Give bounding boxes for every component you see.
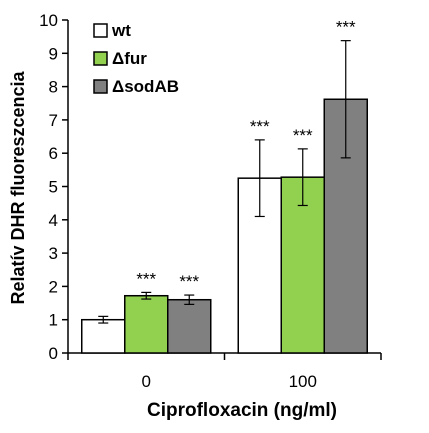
legend-label: wt [111,21,131,40]
y-tick-label: 1 [49,311,58,330]
y-tick-label: 5 [49,178,58,197]
legend-label: ΔsodAB [112,77,179,96]
y-tick-label: 2 [49,277,58,296]
legend-swatch-wt [93,23,108,38]
y-tick-label: 0 [49,344,58,363]
y-tick-label: 9 [49,44,58,63]
legend-label: Δfur [112,49,147,68]
x-tick-label: 100 [289,372,317,391]
bar-wt-0 [81,318,126,354]
significance-label: *** [136,269,156,288]
y-axis-label: Relatív DHR fluoreszcencia [8,70,28,304]
legend-swatch-Δfur [93,51,108,66]
legend: wt Δfur ΔsodAB [93,21,179,96]
y-tick-label: 4 [49,211,58,230]
y-tick-label: 10 [39,11,58,30]
y-tick-label: 8 [49,78,58,97]
bar-Δfur-100 [280,176,325,354]
bars-layer: *** *** *** *** *** [81,18,368,354]
significance-label: *** [336,18,356,37]
y-tick-label: 3 [49,244,58,263]
x-tick-label: 0 [142,372,151,391]
y-tick-label: 7 [49,111,58,130]
bar-ΔsodAB-0 [167,298,212,354]
bar-Δfur-0 [124,294,169,354]
significance-label: *** [250,117,270,136]
x-axis-label: Ciprofloxacin (ng/ml) [147,400,337,421]
y-tick-label: 6 [49,144,58,163]
legend-swatch-ΔsodAB [93,79,108,94]
significance-label: *** [179,272,199,291]
significance-label: *** [293,126,313,145]
